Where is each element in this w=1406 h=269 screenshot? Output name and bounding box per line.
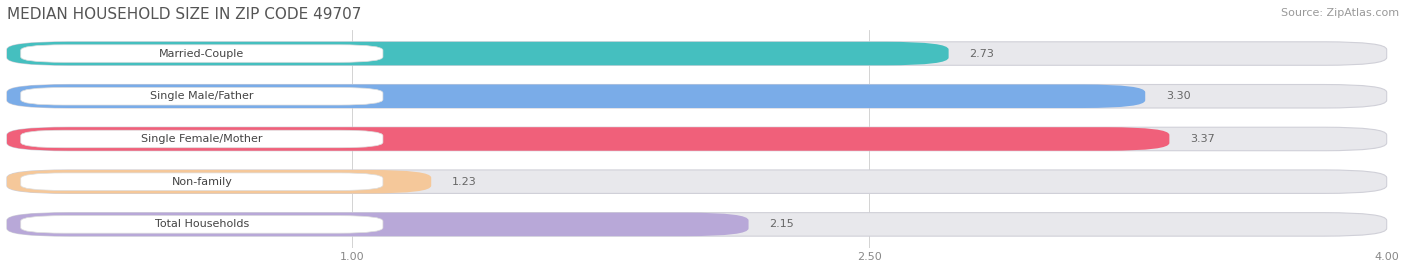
FancyBboxPatch shape: [7, 42, 1386, 65]
Text: Single Female/Mother: Single Female/Mother: [141, 134, 263, 144]
FancyBboxPatch shape: [7, 170, 1386, 193]
FancyBboxPatch shape: [7, 84, 1146, 108]
FancyBboxPatch shape: [7, 127, 1170, 151]
FancyBboxPatch shape: [21, 87, 382, 105]
FancyBboxPatch shape: [7, 170, 432, 193]
FancyBboxPatch shape: [7, 42, 949, 65]
Text: MEDIAN HOUSEHOLD SIZE IN ZIP CODE 49707: MEDIAN HOUSEHOLD SIZE IN ZIP CODE 49707: [7, 7, 361, 22]
FancyBboxPatch shape: [21, 173, 382, 190]
Text: 2.15: 2.15: [769, 220, 794, 229]
FancyBboxPatch shape: [21, 130, 382, 148]
Text: Total Households: Total Households: [155, 220, 249, 229]
Text: 3.30: 3.30: [1166, 91, 1191, 101]
Text: 3.37: 3.37: [1189, 134, 1215, 144]
FancyBboxPatch shape: [7, 127, 1386, 151]
FancyBboxPatch shape: [7, 213, 1386, 236]
Text: 1.23: 1.23: [451, 177, 477, 187]
FancyBboxPatch shape: [7, 84, 1386, 108]
Text: Non-family: Non-family: [172, 177, 232, 187]
FancyBboxPatch shape: [21, 216, 382, 233]
FancyBboxPatch shape: [21, 45, 382, 62]
FancyBboxPatch shape: [7, 213, 748, 236]
Text: Source: ZipAtlas.com: Source: ZipAtlas.com: [1281, 8, 1399, 18]
Text: Single Male/Father: Single Male/Father: [150, 91, 253, 101]
Text: 2.73: 2.73: [969, 48, 994, 59]
Text: Married-Couple: Married-Couple: [159, 48, 245, 59]
